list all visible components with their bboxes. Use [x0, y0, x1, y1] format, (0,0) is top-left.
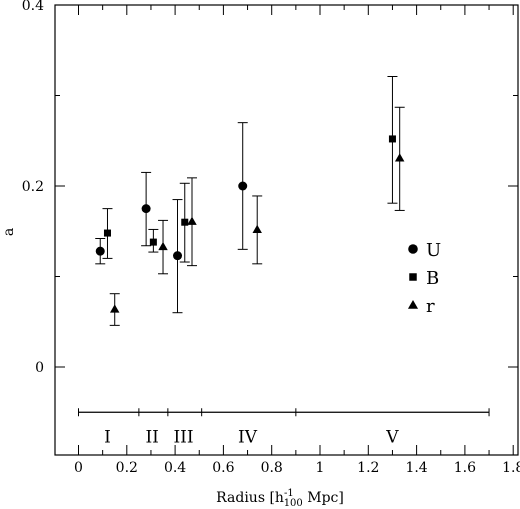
triangle-marker — [110, 304, 120, 313]
square-marker — [181, 218, 189, 226]
square-marker — [388, 135, 396, 143]
y-tick-label: 0.4 — [22, 0, 44, 14]
x-tick-label: 1.6 — [454, 460, 476, 476]
circle-marker — [173, 251, 183, 261]
triangle-marker — [252, 224, 262, 233]
region-label: III — [173, 427, 193, 447]
region-label: V — [385, 427, 399, 447]
region-label: II — [145, 427, 158, 447]
x-tick-label: 0.8 — [261, 460, 283, 476]
circle-marker — [95, 246, 105, 256]
square-marker — [409, 273, 417, 281]
legend-label: U — [426, 240, 441, 261]
circle-marker — [238, 181, 248, 191]
y-tick-label: 0 — [35, 360, 44, 376]
plot-axes: 0 0.2 0.4 0.6 0.8 1 1.2 1.4 1.6 1.8 0 0.2 0.4 — [22, 0, 520, 476]
x-tick-label: 1.2 — [357, 460, 379, 476]
x-tick-label: 1.8 — [502, 460, 520, 476]
triangle-marker — [158, 241, 168, 251]
x-tick-label: 0.4 — [164, 460, 186, 476]
data-points — [95, 75, 405, 326]
triangle-marker — [394, 153, 405, 162]
region-bar: I II III IV V — [78, 408, 490, 447]
region-label: I — [104, 427, 111, 447]
x-tick-label: 1 — [316, 460, 325, 476]
x-axis-title: Radius [h-1 100 Mpc] — [216, 488, 344, 509]
legend-label: r — [426, 296, 435, 317]
series-B — [102, 75, 398, 263]
triangle-marker — [187, 216, 197, 225]
triangle-marker — [407, 299, 419, 309]
x-axis-title-sub: 100 — [284, 498, 303, 509]
series-r — [109, 106, 405, 326]
x-tick-label: 0.6 — [212, 460, 234, 476]
region-label: IV — [238, 427, 258, 447]
circle-marker — [141, 204, 151, 214]
plot-frame — [54, 4, 519, 456]
x-tick-label: 0.2 — [116, 460, 138, 476]
y-tick-label: 0.2 — [22, 179, 44, 195]
legend-label: B — [426, 268, 439, 289]
legend: UBr — [407, 240, 441, 317]
circle-marker — [408, 244, 418, 254]
series-U — [95, 122, 248, 314]
x-axis-title-sup: -1 — [284, 488, 294, 499]
x-tick-label: 0 — [74, 460, 83, 476]
x-tick-label: 1.4 — [405, 460, 427, 476]
square-marker — [103, 229, 111, 237]
y-axis-title: a — [1, 228, 17, 236]
square-marker — [149, 238, 157, 246]
